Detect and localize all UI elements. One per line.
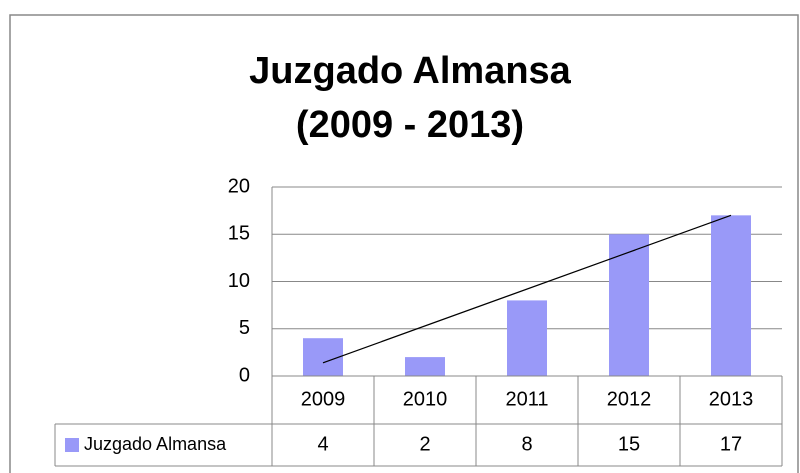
legend-label: Juzgado Almansa	[84, 434, 227, 454]
bar	[711, 215, 751, 376]
x-tick-label: 2011	[505, 388, 548, 410]
table-value: 2	[419, 433, 430, 455]
table-value: 15	[618, 433, 640, 455]
table-value: 8	[521, 433, 532, 455]
chart-title: Juzgado Almansa	[249, 50, 572, 92]
x-tick-label: 2012	[607, 388, 652, 410]
y-tick-label: 15	[228, 223, 250, 245]
y-tick-label: 5	[239, 317, 250, 339]
bar	[609, 234, 649, 376]
table-value: 4	[317, 433, 328, 455]
bar	[507, 300, 547, 376]
bar	[405, 357, 445, 376]
chart-subtitle: (2009 - 2013)	[296, 104, 524, 146]
bar	[303, 338, 343, 376]
trendline	[322, 214, 732, 364]
chart-border	[9, 14, 799, 473]
x-tick-label: 2010	[403, 388, 448, 410]
y-tick-label: 0	[239, 364, 250, 386]
y-tick-label: 10	[228, 270, 250, 292]
legend-swatch	[65, 438, 79, 452]
table-value: 17	[720, 433, 742, 455]
x-tick-label: 2013	[709, 388, 754, 410]
x-tick-label: 2009	[301, 388, 346, 410]
y-tick-label: 20	[228, 175, 250, 197]
